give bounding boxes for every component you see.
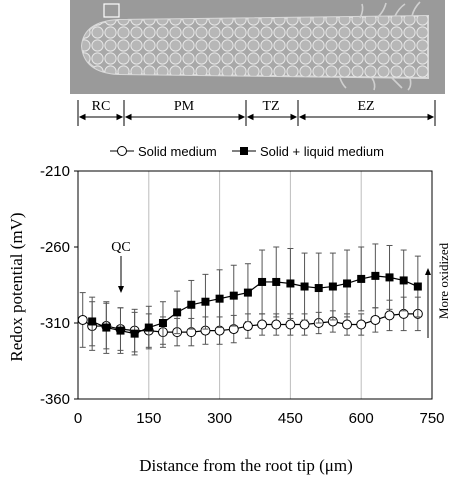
data-point-square bbox=[385, 273, 394, 282]
legend-label-solid-liquid: Solid + liquid medium bbox=[260, 144, 384, 159]
zone-label-ez: EZ bbox=[357, 99, 374, 114]
legend: Solid medium Solid + liquid medium bbox=[110, 144, 384, 159]
data-point-square bbox=[173, 308, 182, 317]
data-point-square bbox=[130, 329, 139, 338]
root-hairs bbox=[339, 1, 421, 91]
zone-arrows bbox=[78, 113, 435, 121]
data-point-circle bbox=[77, 314, 88, 325]
data-point-square bbox=[158, 319, 167, 327]
plot-area: -210 -260 -310 -360 0 150 300 450 600 750 bbox=[40, 163, 445, 427]
data-point-square bbox=[258, 277, 267, 286]
data-point-square bbox=[272, 277, 281, 286]
plot-frame bbox=[77, 170, 433, 400]
data-point-square bbox=[314, 284, 323, 293]
selection-marker bbox=[103, 3, 120, 18]
x-tick-labels: 0 150 300 450 600 750 bbox=[74, 410, 445, 427]
data-point-square bbox=[144, 323, 153, 332]
series-group bbox=[77, 243, 423, 356]
data-point-circle bbox=[257, 319, 268, 330]
data-point-circle bbox=[370, 314, 381, 325]
data-point-square bbox=[328, 282, 337, 291]
series-solid-liquid-medium bbox=[88, 243, 422, 356]
data-point-square bbox=[215, 294, 224, 303]
data-point-square bbox=[201, 297, 210, 306]
data-point-square bbox=[88, 317, 97, 326]
legend-label-solid: Solid medium bbox=[138, 144, 217, 159]
x-tick-label: 0 bbox=[74, 410, 82, 427]
legend-marker-open-circle bbox=[117, 146, 127, 156]
oxidized-annotation: More oxidized bbox=[425, 242, 451, 338]
x-tick-label: 300 bbox=[207, 410, 232, 427]
y-axis-title: Redox potential (mV) bbox=[7, 212, 26, 361]
y-tick-label: -210 bbox=[40, 163, 70, 180]
data-point-circle bbox=[242, 321, 253, 332]
y-tick-labels: -210 -260 -310 -360 bbox=[40, 163, 70, 408]
data-point-square bbox=[300, 282, 309, 291]
zone-label-rc: RC bbox=[92, 99, 111, 114]
data-point-circle bbox=[384, 310, 395, 321]
x-tick-label: 750 bbox=[419, 410, 444, 427]
zone-annotations: RC PM TZ EZ bbox=[77, 99, 436, 126]
data-point-square bbox=[116, 326, 125, 335]
data-point-square bbox=[286, 279, 295, 288]
zone-ticks bbox=[77, 100, 436, 126]
x-tick-label: 150 bbox=[136, 410, 161, 427]
data-point-circle bbox=[356, 319, 367, 330]
data-point-square bbox=[229, 291, 238, 300]
y-tick-label: -360 bbox=[40, 391, 70, 408]
qc-label: QC bbox=[111, 240, 130, 255]
root-micrograph bbox=[70, 0, 445, 94]
x-axis-title: Distance from the root tip (μm) bbox=[139, 456, 353, 475]
data-point-square bbox=[187, 300, 196, 309]
y-tick-label: -260 bbox=[40, 239, 70, 256]
data-point-square bbox=[343, 279, 352, 288]
oxidized-label: More oxidized bbox=[436, 242, 451, 319]
legend-marker-filled-square bbox=[240, 147, 248, 155]
data-point-circle bbox=[271, 319, 282, 330]
data-point-square bbox=[399, 276, 408, 285]
data-point-square bbox=[102, 323, 111, 332]
series-solid-medium bbox=[77, 292, 423, 353]
qc-annotation: QC bbox=[111, 240, 131, 293]
x-tick-label: 450 bbox=[278, 410, 303, 427]
data-point-square bbox=[371, 271, 380, 280]
data-point-circle bbox=[285, 319, 296, 330]
data-point-square bbox=[413, 282, 422, 291]
y-tick-label: -310 bbox=[40, 315, 70, 332]
legend-item-solid-liquid: Solid + liquid medium bbox=[232, 144, 384, 159]
axes bbox=[74, 170, 433, 400]
data-point-circle bbox=[342, 319, 353, 330]
legend-item-solid: Solid medium bbox=[110, 144, 217, 159]
data-point-square bbox=[243, 288, 252, 297]
data-point-circle bbox=[299, 319, 310, 330]
zone-label-tz: TZ bbox=[262, 99, 279, 114]
data-point-square bbox=[357, 274, 366, 283]
x-tick-label: 600 bbox=[349, 410, 374, 427]
zone-label-pm: PM bbox=[174, 99, 195, 114]
